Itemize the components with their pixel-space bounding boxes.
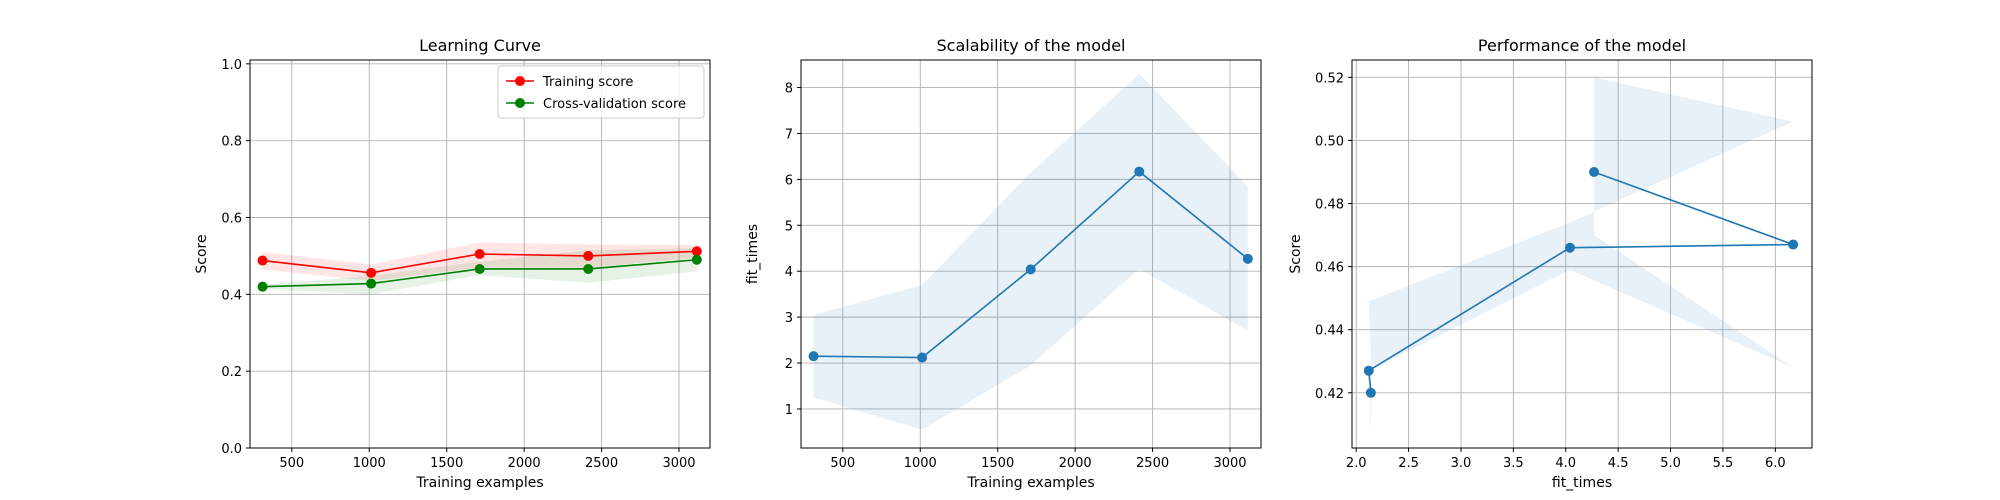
learning-curve-training-score-point xyxy=(474,249,485,259)
learning-curve-x-tick-label: 2500 xyxy=(585,456,618,471)
performance-y-tick-label: 0.42 xyxy=(1315,387,1344,402)
performance-x-axis-label: fit_times xyxy=(1552,475,1612,491)
scalability-y-tick-label: 1 xyxy=(785,403,793,418)
learning-curve-x-tick-label: 1000 xyxy=(353,456,386,471)
learning-curve-plot-frame xyxy=(249,59,711,449)
scalability-y-tick-label: 8 xyxy=(785,82,793,97)
performance-x-tick-label: 3.5 xyxy=(1503,456,1524,471)
learning-curve-y-axis-label: Score xyxy=(194,234,210,273)
learning-curve-x-tick-label: 3000 xyxy=(662,456,695,471)
performance-x-tick-label: 2.5 xyxy=(1398,456,1419,471)
learning-curve-cross-validation-score-point xyxy=(257,281,268,292)
performance-title: Performance of the model xyxy=(1478,36,1686,55)
performance-y-tick-label: 0.46 xyxy=(1315,261,1344,276)
legend-marker-cross-validation-score xyxy=(515,98,525,108)
learning-curve-x-tick-label: 500 xyxy=(279,456,304,471)
performance-y-axis-label: Score xyxy=(1288,234,1304,273)
scalability-y-tick-label: 7 xyxy=(785,127,793,142)
learning-curve-y-tick-label: 0.2 xyxy=(221,365,242,380)
scalability-series-point xyxy=(1025,264,1036,275)
performance-series-point xyxy=(1589,166,1600,177)
scalability-plot-frame xyxy=(800,59,1262,449)
learning-curve-training-score-point xyxy=(583,250,594,261)
learning-curve-legend: Training score Cross-validation score xyxy=(497,65,705,119)
learning-curve-y-tick-label: 0.8 xyxy=(221,135,242,150)
scalability-series-point xyxy=(1242,253,1253,264)
learning-curve-title: Learning Curve xyxy=(419,36,541,55)
performance-y-tick-label: 0.44 xyxy=(1315,324,1344,339)
performance-series-point xyxy=(1365,387,1376,398)
performance-y-tick-label: 0.50 xyxy=(1315,134,1344,149)
learning-curve-cross-validation-score-point xyxy=(366,278,377,289)
scalability-panel: 500 1000 1500 2000 2500 3000 1 2 3 4 5 6 7 8 Scalabil… xyxy=(745,36,1262,491)
learning-curve-training-score-point xyxy=(366,267,377,278)
scalability-title: Scalability of the model xyxy=(937,36,1126,55)
scalability-x-tick-label: 1000 xyxy=(904,456,937,471)
learning-curve-y-tick-label: 0.0 xyxy=(221,442,242,457)
legend-frame xyxy=(497,65,705,119)
legend-label-cross-validation-score: Cross-validation score xyxy=(543,97,686,112)
scalability-series-band xyxy=(813,73,1248,430)
learning-curve-y-tick-label: 0.4 xyxy=(221,288,242,303)
learning-curve-cross-validation-score-point xyxy=(474,263,485,274)
performance-y-tick-label: 0.52 xyxy=(1315,71,1344,86)
scalability-y-tick-label: 6 xyxy=(785,173,793,188)
performance-y-tick-label: 0.48 xyxy=(1315,198,1344,213)
performance-series-band xyxy=(1368,77,1794,441)
scalability-x-tick-label: 3000 xyxy=(1213,456,1246,471)
scalability-series-point xyxy=(808,351,819,362)
scalability-series-point xyxy=(1134,166,1145,177)
learning-curve-x-tick-label: 2000 xyxy=(508,456,541,471)
learning-curve-training-score-point xyxy=(691,246,702,257)
scalability-x-tick-label: 1500 xyxy=(981,456,1014,471)
performance-x-tick-label: 5.5 xyxy=(1713,456,1734,471)
learning-curve-training-score-point xyxy=(257,255,268,266)
scalability-y-axis-label: fit_times xyxy=(745,224,761,284)
performance-x-tick-label: 3.0 xyxy=(1451,456,1472,471)
performance-x-tick-label: 5.0 xyxy=(1660,456,1681,471)
scalability-y-tick-label: 4 xyxy=(785,265,793,280)
scalability-y-tick-label: 3 xyxy=(785,311,793,326)
performance-x-tick-label: 2.0 xyxy=(1346,456,1367,471)
legend-marker-training-score xyxy=(515,76,525,86)
learning-curve-panel: 500 1000 1500 2000 2500 3000 0.0 0.2 0.4 0.6 0.8 1.… xyxy=(194,36,711,491)
learning-curve-cross-validation-score-point xyxy=(691,254,702,265)
scalability-x-tick-label: 2000 xyxy=(1059,456,1092,471)
performance-series-point xyxy=(1564,242,1575,253)
scalability-x-axis-label: Training examples xyxy=(966,475,1094,491)
learning-curve-cross-validation-score-point xyxy=(583,263,594,274)
scalability-y-tick-label: 5 xyxy=(785,219,793,234)
performance-panel: 2.0 2.5 3.0 3.5 4.0 4.5 5.0 5.5 6.0 0.42 0.44 0.46 0… xyxy=(1288,36,1813,491)
learning-curve-x-tick-label: 1500 xyxy=(430,456,463,471)
performance-x-tick-label: 6.0 xyxy=(1765,456,1786,471)
performance-x-tick-label: 4.5 xyxy=(1608,456,1629,471)
learning-curve-y-tick-label: 1.0 xyxy=(221,58,242,73)
scalability-series-point xyxy=(917,352,928,363)
performance-series-point xyxy=(1788,239,1799,250)
learning-curve-y-tick-label: 0.6 xyxy=(221,212,242,227)
performance-series-point xyxy=(1363,365,1374,376)
performance-plot-frame xyxy=(1351,59,1813,449)
scalability-x-tick-label: 2500 xyxy=(1136,456,1169,471)
scalability-y-tick-label: 2 xyxy=(785,357,793,372)
performance-x-tick-label: 4.0 xyxy=(1555,456,1576,471)
learning-curve-x-axis-label: Training examples xyxy=(415,475,543,491)
legend-label-training-score: Training score xyxy=(542,75,633,90)
scalability-x-tick-label: 500 xyxy=(830,456,855,471)
